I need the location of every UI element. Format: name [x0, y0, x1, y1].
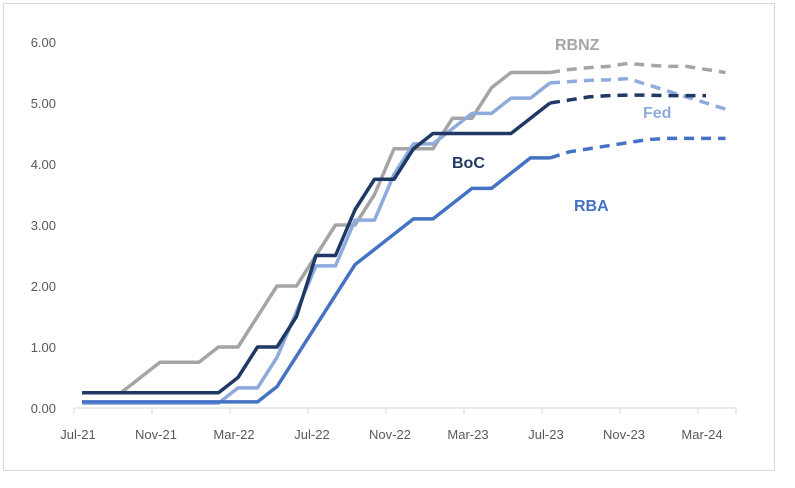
line-fed-actual: [82, 81, 552, 405]
x-tick-label: Jul-22: [294, 427, 329, 442]
label-rbnz: RBNZ: [555, 37, 600, 54]
line-rba-actual: [82, 156, 550, 404]
line-rbnz-forecast: [549, 61, 726, 75]
x-tick-label: Nov-22: [369, 427, 411, 442]
x-tick-label: Jul-21: [60, 427, 95, 442]
y-tick-label: 4.00: [31, 157, 56, 172]
x-tick-label: Nov-21: [135, 427, 177, 442]
y-axis: 0.00 1.00 2.00 3.00 4.00 5.00 6.00: [31, 35, 56, 416]
label-rba: RBA: [574, 198, 609, 215]
y-tick-label: 1.00: [31, 340, 56, 355]
line-fed-forecast: [549, 76, 727, 111]
label-fed: Fed: [643, 105, 671, 122]
line-rbnz-actual: [82, 70, 550, 395]
y-tick-label: 3.00: [31, 218, 56, 233]
x-tick-label: Mar-24: [681, 427, 722, 442]
chart-area: [3, 3, 775, 471]
y-tick-label: 0.00: [31, 401, 56, 416]
y-tick-label: 6.00: [31, 35, 56, 50]
y-tick-label: 5.00: [31, 96, 56, 111]
line-boc-actual: [82, 101, 552, 395]
x-tick-label: Nov-23: [603, 427, 645, 442]
x-tick-label: Jul-23: [528, 427, 563, 442]
line-rba-forecast: [549, 136, 726, 160]
series-lines: [82, 61, 727, 405]
x-axis: Jul-21 Nov-21 Mar-22 Jul-22 Nov-22 Mar-23 Jul-…: [60, 407, 737, 442]
x-tick-label: Mar-22: [213, 427, 254, 442]
x-tick-label: Mar-23: [447, 427, 488, 442]
label-boc: BoC: [452, 155, 485, 172]
line-boc-forecast: [549, 93, 706, 105]
y-tick-label: 2.00: [31, 279, 56, 294]
